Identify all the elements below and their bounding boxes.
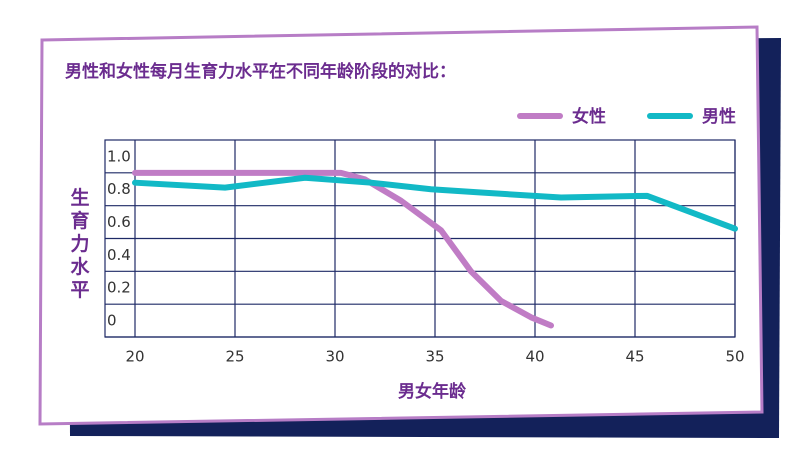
y-tick-label: 0.4 [107,246,131,264]
series-line [132,174,738,232]
card [38,25,764,426]
x-tick-label: 20 [125,348,144,366]
y-axis-label: 生育力水平 [68,186,90,302]
y-tick-label: 0.2 [107,279,131,297]
y-tick-label: 0 [107,312,117,330]
y-tick-label: 1.0 [107,147,131,165]
x-tick-label: 40 [525,348,544,366]
x-tick-label: 30 [325,348,344,366]
y-tick-label: 0.8 [107,180,131,198]
series-line [132,169,554,329]
x-tick-label: 35 [425,348,444,366]
x-tick-label: 45 [625,348,644,366]
chart-title: 男性和女性每月生育力水平在不同年龄阶段的对比： [65,61,456,82]
legend-label: 男性 [702,106,736,127]
x-axis-label: 男女年龄 [398,381,467,402]
y-tick-label: 0.6 [107,213,131,231]
legend-label: 女性 [572,106,606,127]
x-tick-label: 25 [225,348,244,366]
x-tick-label: 50 [725,348,744,366]
